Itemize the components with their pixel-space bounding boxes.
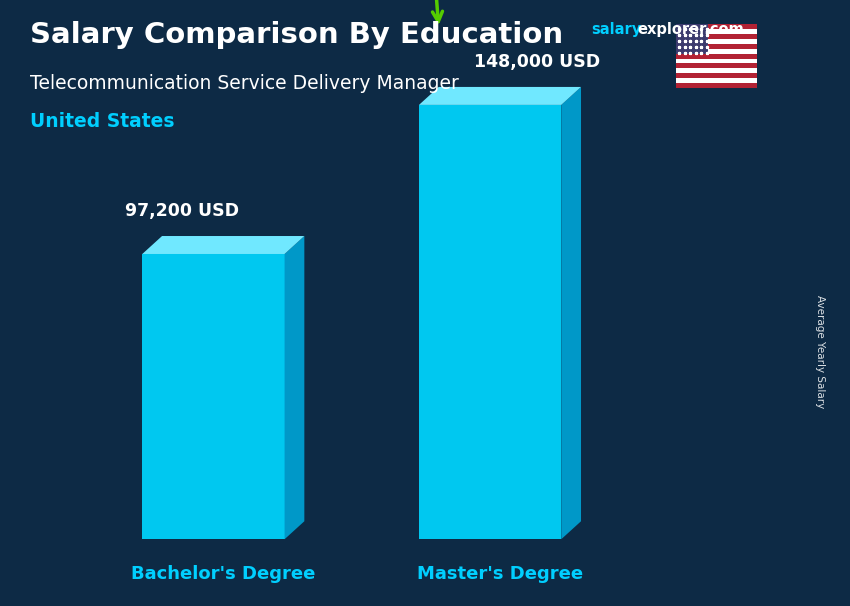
Text: explorer.com: explorer.com <box>638 22 745 38</box>
Polygon shape <box>142 236 304 254</box>
Text: salary: salary <box>591 22 641 38</box>
Text: 148,000 USD: 148,000 USD <box>474 53 601 71</box>
Bar <box>676 24 708 53</box>
Polygon shape <box>285 236 304 539</box>
Bar <box>676 34 756 39</box>
Bar <box>676 78 756 83</box>
Text: 97,200 USD: 97,200 USD <box>125 202 239 220</box>
Bar <box>676 64 756 68</box>
Bar <box>676 59 756 64</box>
Bar <box>676 29 756 34</box>
Text: Salary Comparison By Education: Salary Comparison By Education <box>30 21 563 49</box>
Text: Average Yearly Salary: Average Yearly Salary <box>815 295 825 408</box>
Bar <box>676 68 756 73</box>
Bar <box>676 39 756 44</box>
Bar <box>676 53 756 59</box>
Polygon shape <box>419 105 561 539</box>
Text: Telecommunication Service Delivery Manager: Telecommunication Service Delivery Manag… <box>30 74 459 93</box>
Bar <box>676 48 756 53</box>
Polygon shape <box>561 87 581 539</box>
Text: United States: United States <box>30 112 174 131</box>
Bar <box>676 44 756 48</box>
Bar <box>676 24 756 29</box>
Text: Master's Degree: Master's Degree <box>417 565 583 583</box>
Polygon shape <box>419 87 581 105</box>
Text: Bachelor's Degree: Bachelor's Degree <box>131 565 315 583</box>
Bar <box>676 83 756 88</box>
Bar <box>676 73 756 78</box>
Polygon shape <box>142 254 285 539</box>
